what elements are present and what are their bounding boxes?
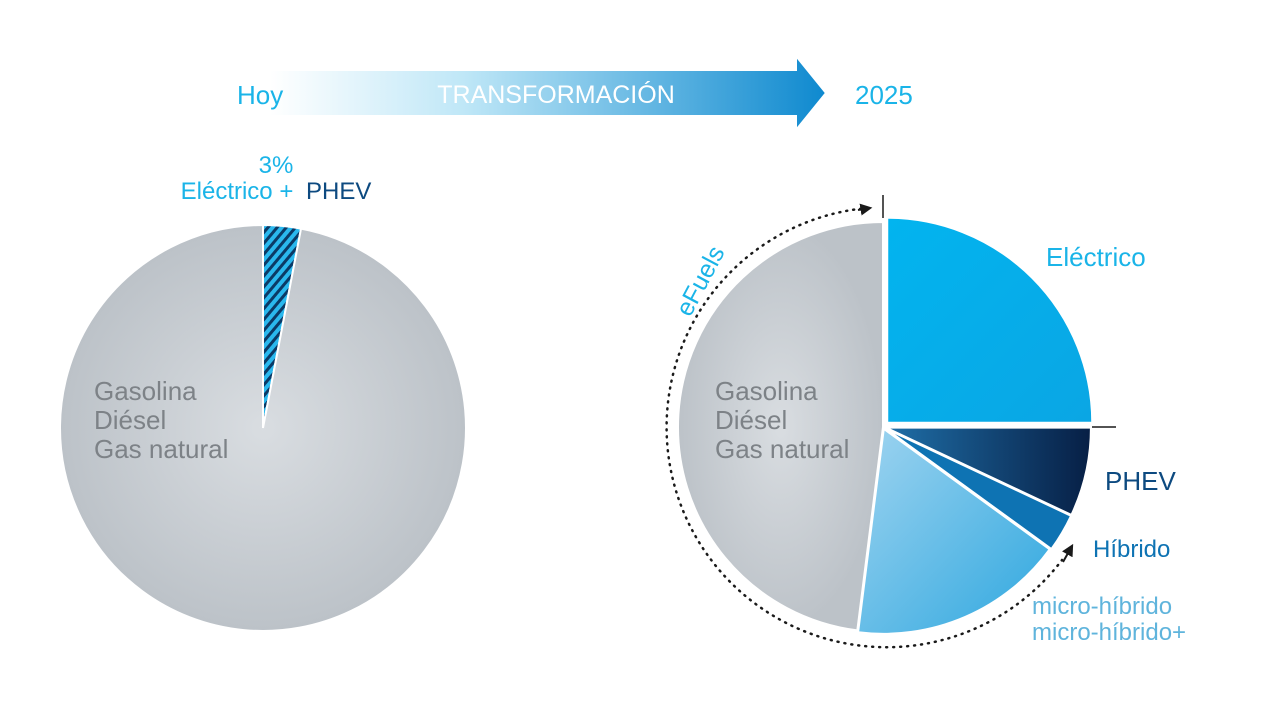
left-inner-line-1: Gasolina [94, 376, 197, 406]
label-phev: PHEV [1105, 466, 1176, 496]
left-pie-percent-label: 3% [259, 152, 294, 179]
slice-hybrid [884, 427, 1073, 551]
label-micro-hybrid-1: micro-híbrido [1032, 593, 1172, 620]
efuels-arrow-head-top [857, 203, 873, 216]
left-pie-callout-phev: PHEV [306, 178, 371, 205]
header-arrow-label: TRANSFORMACIÓN [437, 80, 675, 109]
left-pie-callout-electric: Eléctrico + [181, 178, 294, 205]
left-inner-line-2: Diésel [94, 405, 166, 435]
label-electric: Eléctrico [1046, 242, 1146, 272]
right-pie-inner-label: Gasolina Diésel Gas natural [715, 376, 849, 464]
pie-chart-2025 [677, 216, 1094, 635]
left-pie-callout: Eléctrico + PHEV [181, 178, 372, 205]
right-inner-line-1: Gasolina [715, 376, 818, 406]
slice-fossil [58, 223, 467, 632]
left-pie-inner-label: Gasolina Diésel Gas natural [94, 376, 228, 464]
slice-fossil-2025 [677, 220, 884, 632]
label-hybrid: Híbrido [1093, 536, 1170, 563]
arrow-shape [269, 53, 828, 133]
slice-phev [885, 426, 1092, 517]
label-micro-hybrid: micro-híbrido micro-híbrido+ [1032, 593, 1186, 646]
transformation-arrow [269, 53, 828, 133]
right-inner-line-3: Gas natural [715, 434, 849, 464]
pie-chart-today [58, 223, 467, 632]
slice-micro-hybrid [856, 427, 1052, 635]
slice-electric [886, 216, 1094, 424]
header-right-label: 2025 [855, 80, 913, 110]
left-inner-line-3: Gas natural [94, 434, 228, 464]
header-left-label: Hoy [237, 80, 283, 110]
efuels-arrow-head-bottom [1062, 543, 1074, 563]
right-inner-line-2: Diésel [715, 405, 787, 435]
label-micro-hybrid-2: micro-híbrido+ [1032, 619, 1186, 646]
